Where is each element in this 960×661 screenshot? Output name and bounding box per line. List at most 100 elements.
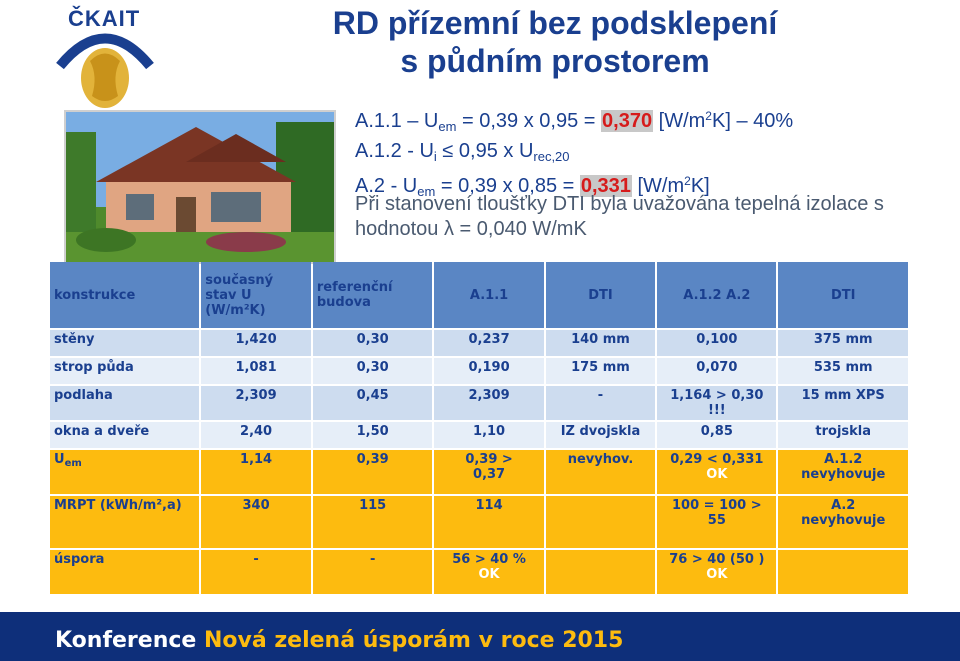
formula-a2-result: 0,331 [579,175,632,197]
formula-a11-prefix: A.1.1 – U [355,110,439,132]
cell-line: A.1.2 [824,452,863,467]
uem-label: U [54,452,65,467]
cell: nevyhov. [545,450,656,494]
formula-a2-tail: K] [690,175,710,197]
table-row-uspora: úspora - - 56 > 40 % OK 76 > 40 (50 ) OK [50,550,908,594]
formula-a12-expr: ≤ 0,95 x U [436,140,534,162]
cell: 1,164 > 0,30 !!! [657,386,777,420]
formula-a2-expr: = 0,39 x 0,85 = [435,175,580,197]
cell [778,550,908,594]
formula-a11-tail: K] – 40% [711,110,794,132]
row-label: Uem [50,450,200,494]
cell [545,550,656,594]
formula-a12-sub2: rec,20 [533,149,570,164]
cell: 1,14 [201,450,311,494]
cell: 0,30 [312,358,433,384]
ok-label: OK [478,567,500,582]
cell: 2,309 [201,386,311,420]
uem-sub: em [64,458,82,469]
cell-line: nevyhovuje [801,513,886,528]
table-row-uem: Uem 1,14 0,39 0,39 >0,37 nevyhov. 0,29 <… [50,450,908,494]
cell: 100 = 100 >55 [657,496,777,548]
formula-a2-sub: em [417,184,436,199]
footer-text: Konference Nová zelená úsporám v roce 20… [55,628,623,653]
cell: 0,190 [434,358,544,384]
cell: A.2 nevyhovuje [778,496,908,548]
row-label: MRPT (kWh/m²,a) [50,496,200,548]
header-a12-a2: A.1.2 A.2 [657,262,777,328]
formula-a11-sub: em [438,119,457,134]
cell: 56 > 40 % OK [434,550,544,594]
header-konstrukce: konstrukce [50,262,200,328]
page-title: RD přízemní bez podsklepení s půdním pro… [230,4,880,80]
header-a11: A.1.1 [434,262,544,328]
cell: IZ dvojskla [545,422,656,448]
formula-a11-unit: [W/m [653,110,706,132]
formula-a12: A.1.2 - Ui ≤ 0,95 x Urec,20 [355,139,793,169]
cell: 0,85 [657,422,777,448]
table-row: okna a dveře 2,40 1,50 1,10 IZ dvojskla … [50,422,908,448]
cell: 2,40 [201,422,311,448]
cell: A.1.2 nevyhovuje [778,450,908,494]
formula-a2-unit: [W/m [631,175,685,197]
table-row: stěny 1,420 0,30 0,237 140 mm 0,100 375 … [50,330,908,356]
formula-a2-sup: 2 [684,174,691,188]
cell: - [545,386,656,420]
comparison-table: konstrukce současný stav U (W/m²K) refer… [48,260,910,596]
header-referencni: referenční budova [312,262,433,328]
footer-bar [0,612,960,661]
cell: 1,420 [201,330,311,356]
title-line-1: RD přízemní bez podsklepení [332,5,778,41]
table-row-mrpt: MRPT (kWh/m²,a) 340 115 114 100 = 100 >5… [50,496,908,548]
header-dti-2: DTI [778,262,908,328]
ok-label: OK [706,567,728,582]
ckait-logo [56,33,154,108]
formula-a11: A.1.1 – Uem = 0,39 x 0,95 = 0,370 [W/m2K… [355,104,793,139]
cell: 15 mm XPS [778,386,908,420]
title-line-2: s půdním prostorem [400,43,710,79]
cell: trojskla [778,422,908,448]
cell: 1,50 [312,422,433,448]
formula-a2: A.2 - Uem = 0,39 x 0,85 = 0,331 [W/m2K] [355,169,793,204]
formula-a2-prefix: A.2 - U [355,175,418,197]
cell: 175 mm [545,358,656,384]
formula-a11-expr: = 0,39 x 0,95 = [456,110,602,132]
insulation-note: Při stanovení tloušťky DTI byla uvažován… [355,193,884,240]
cell-line: 55 [707,513,726,528]
cell: 1,081 [201,358,311,384]
table-row: strop půda 1,081 0,30 0,190 175 mm 0,070… [50,358,908,384]
cell: 375 mm [778,330,908,356]
cell: 0,237 [434,330,544,356]
table-header: konstrukce současný stav U (W/m²K) refer… [50,262,908,328]
table-row: podlaha 2,309 0,45 2,309 - 1,164 > 0,30 … [50,386,908,420]
cell: 0,100 [657,330,777,356]
cell: 340 [201,496,311,548]
house-photo [64,110,336,264]
row-label: stěny [50,330,200,356]
cell: 115 [312,496,433,548]
ok-label: OK [706,467,728,482]
cell-line: 0,29 < 0,331 [670,452,764,467]
logo-text: ČKAIT [68,6,141,31]
cell: 140 mm [545,330,656,356]
cell: 535 mm [778,358,908,384]
cell: 114 [434,496,544,548]
row-label: strop půda [50,358,200,384]
formula-a12-prefix: A.1.2 - U [355,140,434,162]
footer-prefix: Konference [55,628,204,653]
cell-line: 0,37 [473,467,506,482]
cell: 0,39 >0,37 [434,450,544,494]
cell: 76 > 40 (50 ) OK [657,550,777,594]
cell: 0,070 [657,358,777,384]
cell: 2,309 [434,386,544,420]
cell: 1,10 [434,422,544,448]
row-label: okna a dveře [50,422,200,448]
cell: - [312,550,433,594]
formula-a11-result: 0,370 [601,110,654,132]
cell-line: 100 = 100 > [672,498,762,513]
cell: 0,45 [312,386,433,420]
row-label: úspora [50,550,200,594]
cell-line: 56 > 40 % [452,552,526,567]
cell [545,496,656,548]
cell: 0,29 < 0,331 OK [657,450,777,494]
